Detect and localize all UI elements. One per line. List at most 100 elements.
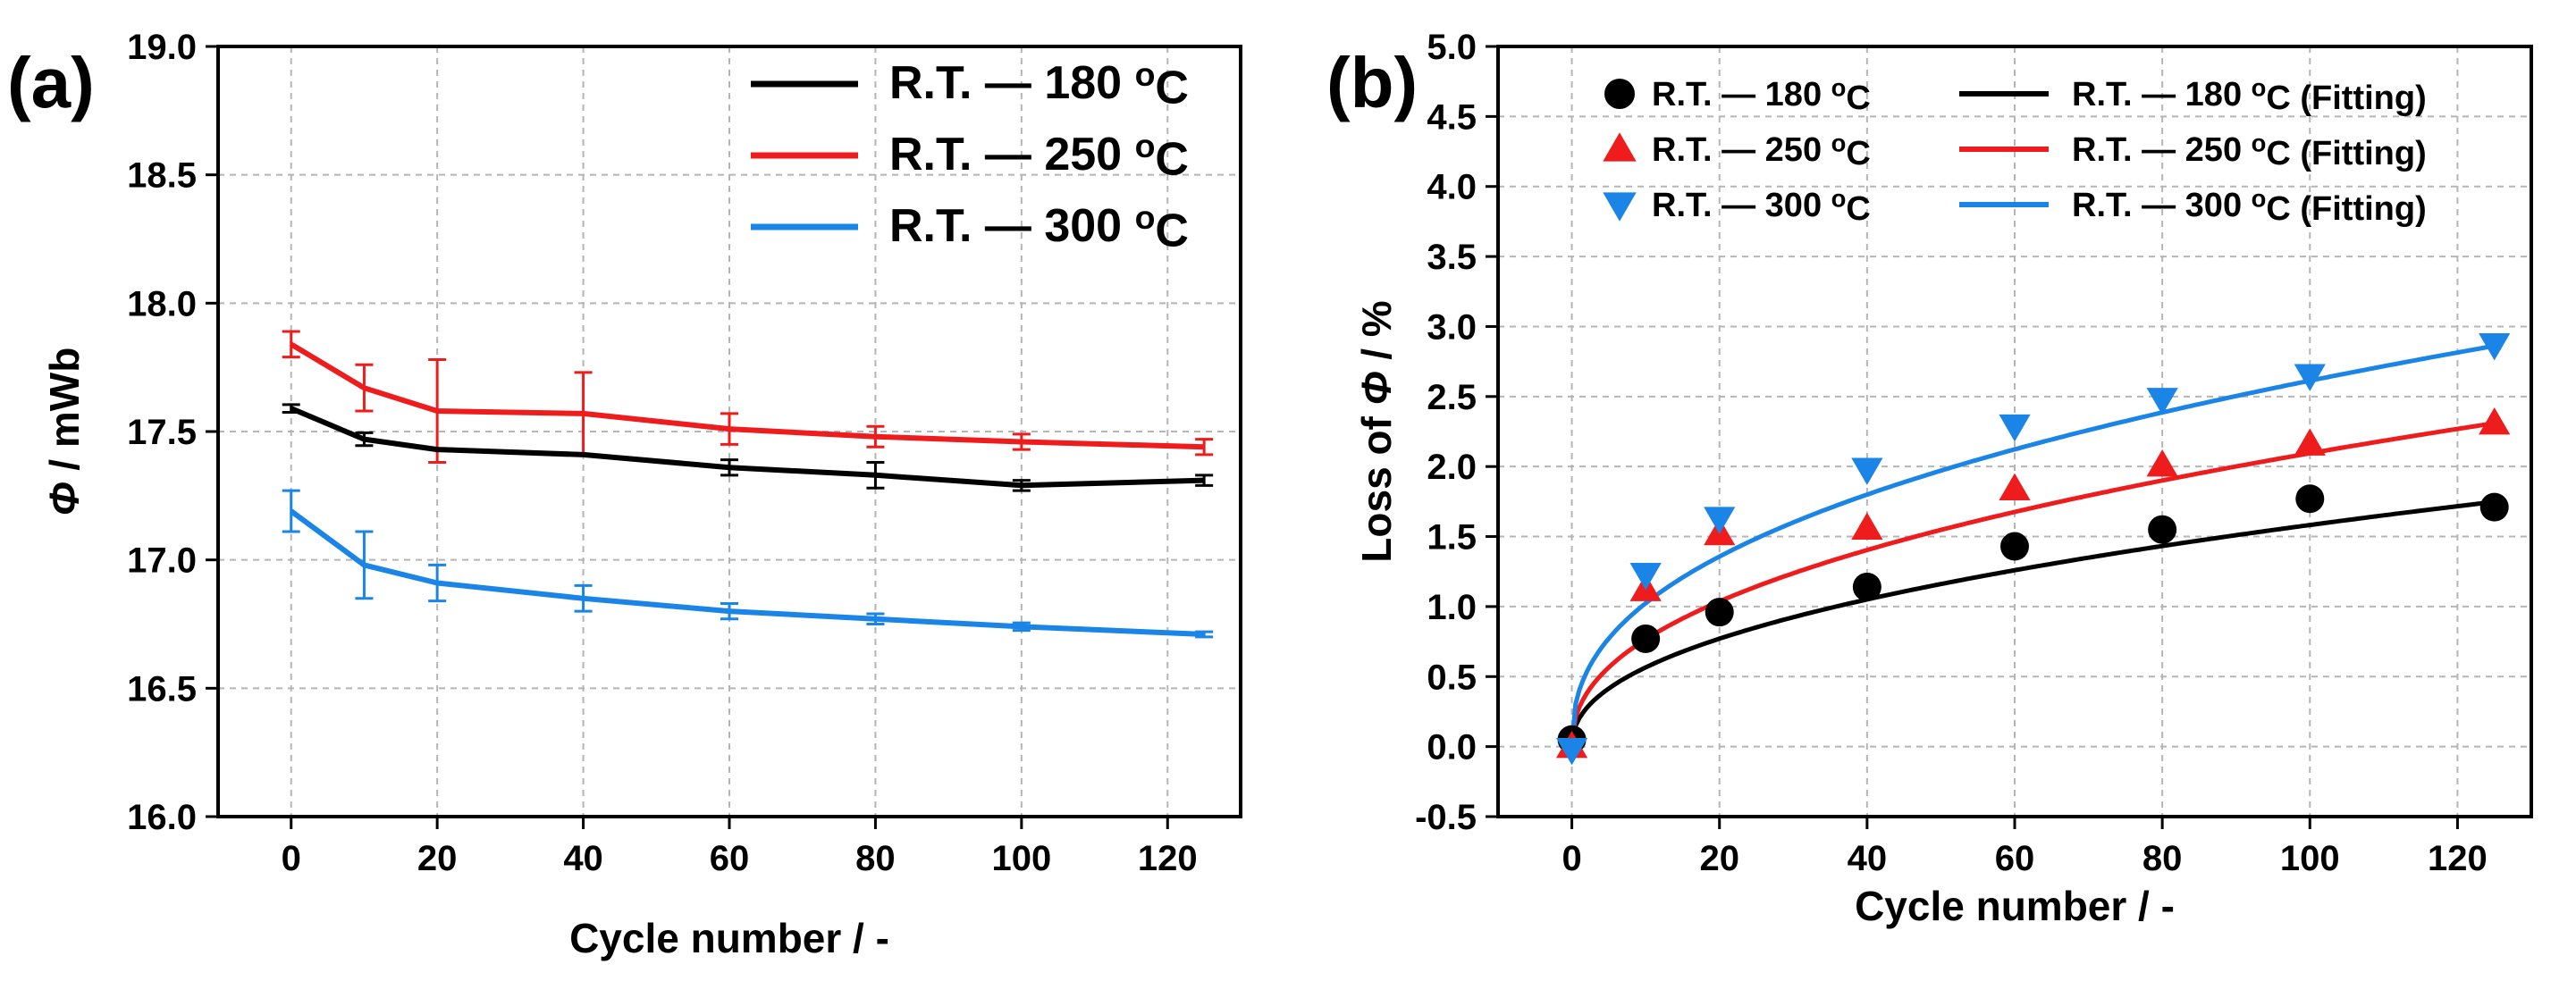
series-lines-a (289, 341, 1205, 637)
legend-label-b-1: R.T. — 250 oC (1652, 130, 1871, 172)
scatter-point-b-2 (1555, 737, 1588, 766)
y-tick-label: 17.5 (127, 413, 197, 452)
error-bars-a (282, 330, 1214, 639)
scatter-point-b-1 (2146, 449, 2178, 477)
scatter-point-b-2 (1704, 507, 1736, 534)
x-tick-label: 40 (563, 839, 603, 878)
x-tick-label: 120 (1138, 839, 1198, 878)
scatter-point-b-1 (2479, 407, 2511, 435)
y-axis-unit-b: / % (1353, 300, 1400, 371)
y-tick-label: 1.0 (1427, 588, 1477, 627)
y-tick-label: -0.5 (1415, 798, 1477, 837)
scatter-point-b-1 (2294, 428, 2326, 456)
x-tick-label: 80 (855, 839, 896, 878)
legend-label-b-2: R.T. — 300 oC (1652, 185, 1871, 228)
y-tick-label: 4.5 (1427, 97, 1477, 137)
ticks-b (1486, 45, 2459, 829)
x-tick-label: 60 (1995, 839, 2035, 878)
y-tick-label: 1.5 (1427, 518, 1477, 558)
x-tick-label: 80 (2142, 839, 2183, 878)
y-tick-label: 16.0 (127, 798, 197, 837)
plot-frame-b (1496, 45, 2533, 818)
legend-label-a-2: R.T. — 300 oC (889, 198, 1189, 257)
scatter-point-b-2 (2146, 388, 2178, 415)
chart-b: (b) -0.5 0.0 0.5 1.0 1.5 2.0 2.5 3.0 3.5 4.0 4.5 5.… (1326, 28, 2533, 929)
scatter-point-b-0 (2000, 532, 2029, 561)
legend-label-a-1: R.T. — 250 oC (889, 127, 1189, 186)
legend-fit-label-b-2: R.T. — 300 oC (Fitting) (2072, 185, 2427, 228)
y-axis-prefix-b: Loss of (1353, 405, 1400, 562)
scatter-point-b-2 (2479, 333, 2511, 361)
scatter-point-b-0 (1705, 598, 1734, 627)
fit-curves-b (1570, 343, 2496, 748)
y-tick-label: 17.0 (127, 541, 197, 581)
legend-marker-b-0 (1604, 79, 1635, 109)
series-line-a-0 (290, 406, 1205, 489)
x-axis-label-a: Cycle number / - (569, 915, 889, 961)
x-tick-label: 0 (1562, 839, 1581, 878)
y-tick-labels-b: -0.5 0.0 0.5 1.0 1.5 2.0 2.5 3.0 3.5 4.0 4.5 5.0 (1415, 28, 1477, 837)
error-bar (1195, 474, 1214, 487)
x-tick-label: 120 (2428, 839, 2488, 878)
y-tick-label: 16.5 (127, 669, 197, 708)
y-tick-label: 2.5 (1427, 378, 1477, 417)
scatter-point-b-2 (1999, 414, 2031, 442)
legend-marker-b-1 (1603, 132, 1637, 162)
legend-label-b-0: R.T. — 180 oC (1652, 74, 1871, 117)
legend-a: R.T. — 180 oC R.T. — 250 oC R.T. — 300 oC (751, 55, 1189, 257)
y-axis-symbol-a: Φ (41, 482, 88, 516)
scatter-points-b (1555, 333, 2511, 766)
y-tick-label: 4.0 (1427, 168, 1477, 207)
scatter-point-b-0 (1852, 572, 1881, 601)
y-tick-label: 18.0 (127, 284, 197, 323)
x-tick-label: 20 (1699, 839, 1739, 878)
scatter-point-b-0 (1631, 624, 1661, 653)
y-tick-label: 3.5 (1427, 238, 1477, 277)
y-tick-label: 18.5 (127, 156, 197, 196)
legend-fit-label-b-1: R.T. — 250 oC (Fitting) (2072, 130, 2427, 172)
scatter-point-b-0 (2295, 484, 2325, 514)
x-tick-label: 100 (2280, 839, 2340, 878)
legend-fit-label-b-0: R.T. — 180 oC (Fitting) (2072, 74, 2427, 117)
y-tick-label: 5.0 (1427, 28, 1477, 67)
x-tick-labels-b: 0 20 40 60 80 100 120 (1562, 839, 2487, 878)
y-axis-label-a: Φ / mWb (41, 348, 88, 516)
plot-frame-a (216, 45, 1242, 818)
y-axis-symbol-b: Φ (1353, 371, 1400, 405)
y-tick-label: 19.0 (127, 28, 197, 67)
y-tick-label: 0.0 (1427, 728, 1477, 767)
y-tick-label: 2.0 (1427, 448, 1477, 487)
series-line-a-1 (290, 341, 1205, 450)
error-bar (1195, 438, 1214, 457)
fit-curve-b-2 (1570, 343, 2496, 747)
y-tick-label: 0.5 (1427, 658, 1477, 697)
series-line-a-2 (289, 508, 1205, 637)
y-tick-labels-a: 16.0 16.5 17.0 17.5 18.0 18.5 19.0 (127, 28, 197, 837)
legend-marker-b-2 (1603, 192, 1637, 222)
scatter-point-b-2 (1851, 457, 1883, 485)
chart-a: (a) 16.0 16.5 17.0 17.5 18.0 18.5 19.0 0 20 40 60… (7, 28, 1242, 961)
legend-b: R.T. — 180 oC R.T. — 250 oC R.T. — 300 oC R… (1603, 74, 2427, 228)
x-tick-label: 60 (710, 839, 750, 878)
x-tick-label: 100 (991, 839, 1051, 878)
scatter-point-b-2 (2294, 364, 2326, 391)
x-tick-label: 40 (1848, 839, 1888, 878)
scatter-point-b-1 (1999, 473, 2031, 501)
error-bar (282, 489, 300, 533)
scatter-point-b-0 (2479, 492, 2509, 522)
x-tick-label: 0 (282, 839, 301, 878)
x-axis-label-b: Cycle number / - (1855, 883, 2175, 929)
y-axis-label-b: Loss of Φ / % (1353, 300, 1400, 562)
fit-curve-b-1 (1570, 421, 2496, 747)
scatter-point-b-0 (2148, 515, 2177, 544)
panel-label-b: (b) (1326, 43, 1418, 122)
y-tick-label: 3.0 (1427, 307, 1477, 347)
x-tick-labels-a: 0 20 40 60 80 100 120 (282, 839, 1198, 878)
scatter-point-b-2 (1629, 563, 1662, 591)
ticks-a (206, 45, 1169, 829)
fit-curve-b-0 (1570, 499, 2496, 748)
panel-label-a: (a) (7, 43, 95, 122)
legend-label-a-0: R.T. — 180 oC (889, 55, 1189, 114)
y-axis-unit-a: / mWb (41, 348, 88, 482)
